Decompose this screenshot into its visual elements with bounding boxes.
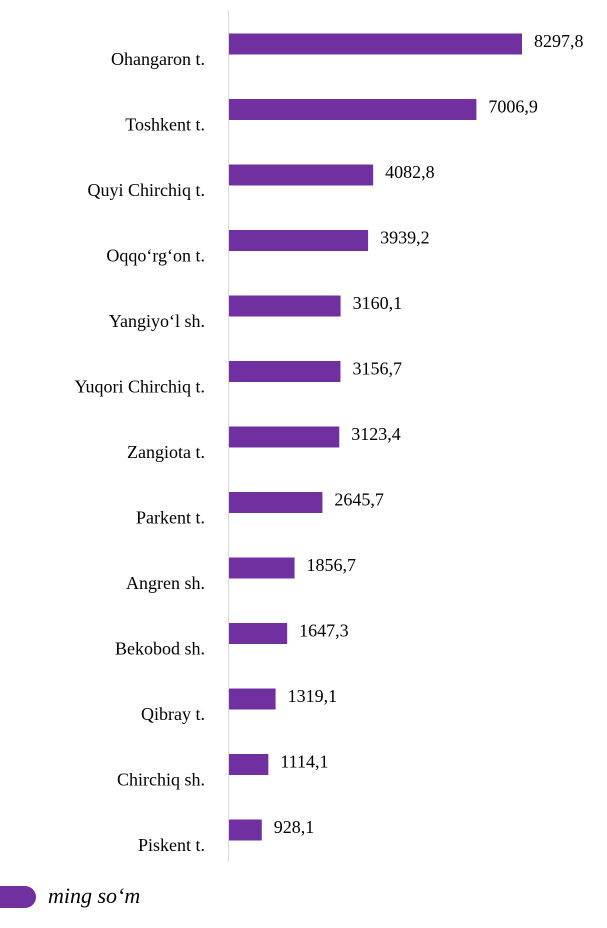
legend-label: ming so‘m [48, 883, 140, 908]
category-label: Oqqo‘rg‘on t. [106, 246, 205, 266]
category-label: Quyi Chirchiq t. [88, 180, 206, 200]
bar [229, 492, 323, 513]
value-label: 3939,2 [380, 228, 430, 248]
value-label: 1319,1 [288, 686, 338, 706]
bar [229, 99, 477, 120]
bar [229, 33, 522, 55]
bar [229, 230, 369, 251]
category-label: Chirchiq sh. [117, 770, 205, 790]
category-label: Yuqori Chirchiq t. [75, 377, 206, 397]
bar [229, 623, 288, 644]
value-label: 7006,9 [488, 97, 538, 117]
bar [229, 164, 374, 186]
value-label: 928,1 [274, 817, 315, 837]
bar [229, 361, 341, 382]
category-label: Yangiyo‘l sh. [109, 311, 205, 331]
value-label: 1114,1 [280, 752, 328, 772]
bar [229, 426, 340, 448]
category-label: Ohangaron t. [111, 49, 205, 69]
value-label: 2645,7 [334, 490, 384, 510]
value-label: 1647,3 [299, 621, 349, 641]
bar [229, 295, 341, 317]
value-label: 8297,8 [534, 31, 584, 51]
category-label: Angren sh. [126, 573, 205, 593]
category-label: Piskent t. [138, 835, 205, 855]
value-label: 3156,7 [352, 359, 402, 379]
category-label: Parkent t. [136, 508, 205, 528]
value-label: 1856,7 [307, 555, 357, 575]
bar [229, 688, 276, 710]
value-label: 4082,8 [385, 162, 435, 182]
bar [229, 819, 262, 841]
value-label: 3160,1 [353, 293, 403, 313]
category-label: Qibray t. [141, 704, 205, 724]
category-label: Toshkent t. [125, 115, 205, 135]
value-label: 3123,4 [351, 424, 401, 444]
category-label: Zangiota t. [127, 442, 205, 462]
bar [229, 557, 295, 579]
bar [229, 754, 269, 775]
legend-swatch [0, 886, 36, 908]
category-label: Bekobod sh. [115, 639, 205, 659]
